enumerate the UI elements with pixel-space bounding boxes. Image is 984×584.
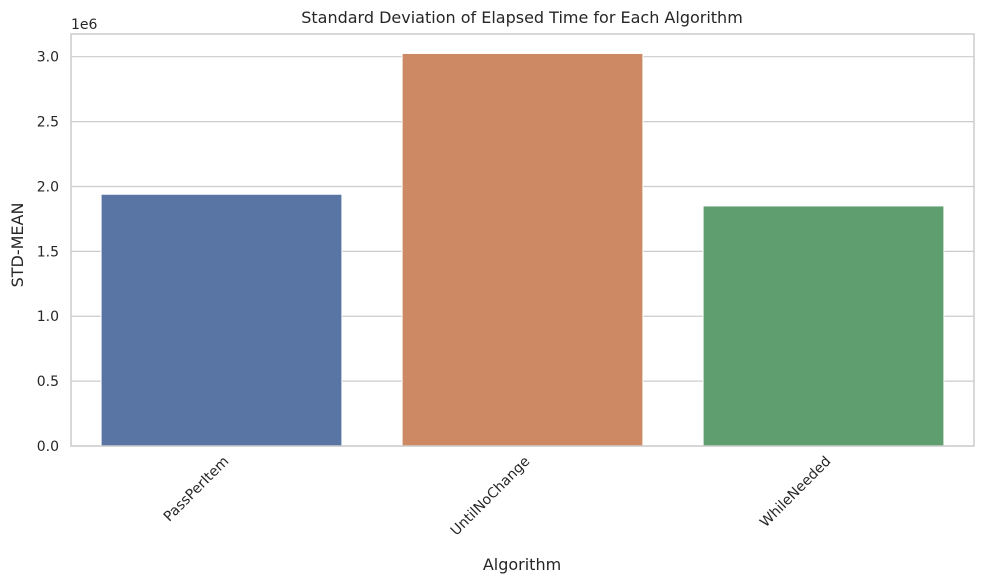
y-tick-label: 0.5 (37, 374, 59, 390)
y-tick-label: 2.0 (37, 179, 59, 195)
y-tick-label: 1.0 (37, 309, 59, 325)
y-tick-labels: 0.0 0.5 1.0 1.5 2.0 2.5 3.0 (37, 50, 59, 455)
y-axis-title: STD-MEAN (8, 203, 27, 288)
plot-border (70, 33, 975, 447)
y-tick-label: 2.5 (37, 115, 59, 131)
x-tick-label: PassPerItem (161, 454, 233, 526)
bars (100, 52, 945, 447)
y-axis-offset-label: 1e6 (71, 17, 98, 33)
x-tick-label: WhileNeeded (757, 454, 834, 531)
x-axis-title: Algorithm (483, 555, 561, 574)
bar-whileneeded (702, 205, 945, 447)
bar-passperitem (100, 193, 343, 447)
bar-untilnochange (401, 52, 644, 447)
y-tick-label: 1.5 (37, 244, 59, 260)
x-tick-label: UntilNoChange (448, 454, 534, 540)
y-tick-label: 0.0 (37, 439, 59, 455)
plot-frame (70, 33, 975, 447)
x-tick-labels: PassPerItem UntilNoChange WhileNeeded (161, 454, 835, 540)
chart-title: Standard Deviation of Elapsed Time for E… (301, 8, 743, 27)
y-tick-label: 3.0 (37, 50, 59, 66)
